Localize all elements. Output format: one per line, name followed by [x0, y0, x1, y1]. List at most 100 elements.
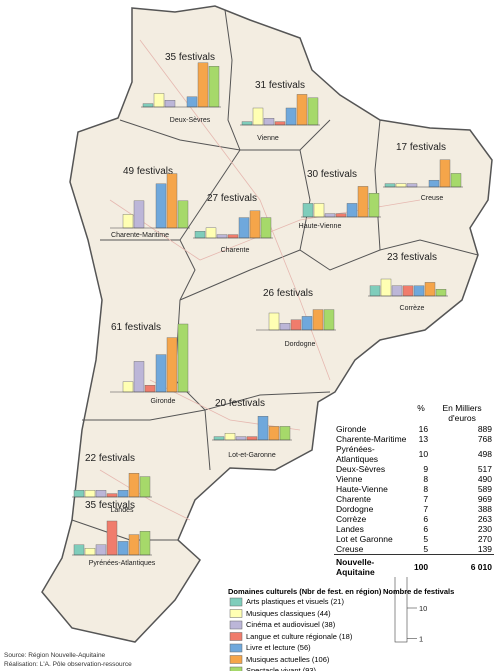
- bar: [302, 203, 314, 218]
- table-name: Nouvelle-Aquitaine: [334, 554, 412, 577]
- legend-label: Spectacle vivant (93): [246, 666, 317, 671]
- source: Source: Région Nouvelle-Aquitaine: [4, 652, 106, 659]
- bar: [323, 309, 335, 331]
- bar: [406, 183, 418, 188]
- bar: [106, 520, 118, 556]
- region-outline: [41, 5, 493, 643]
- bar: [439, 159, 451, 188]
- table-name: Deux-Sèvres: [336, 464, 386, 474]
- table-name: Lot et Garonne: [336, 534, 393, 544]
- festival-count: 35 festivals: [165, 52, 215, 63]
- bar: [166, 173, 178, 229]
- table-name: Charente-Maritime: [336, 434, 407, 444]
- legend-title: Domaines culturels (Nbr de fest. en régi…: [228, 587, 382, 596]
- bar: [238, 217, 250, 239]
- festival-count: 22 festivals: [85, 453, 135, 464]
- legend-swatch: [229, 597, 243, 607]
- department-label: Deux-Sèvres: [170, 117, 211, 124]
- bar: [246, 436, 258, 441]
- festival-count: 30 festivals: [307, 169, 357, 180]
- bar: [122, 214, 134, 229]
- bar: [279, 426, 291, 441]
- festival-count: 23 festivals: [387, 252, 437, 263]
- bar: [369, 285, 381, 297]
- bar: [395, 183, 407, 188]
- festival-count: 20 festivals: [215, 398, 265, 409]
- table-value: 589: [477, 484, 492, 494]
- bar: [450, 173, 462, 188]
- legend-swatch: [229, 620, 243, 630]
- table-value: 889: [477, 424, 492, 434]
- size-legend-title: Nombre de festivals: [383, 587, 455, 596]
- legend-label: Arts plastiques et visuels (21): [246, 597, 344, 606]
- table-value: 768: [477, 434, 492, 444]
- festival-count: 61 festivals: [111, 322, 161, 333]
- table-value: 10: [418, 449, 429, 459]
- department-label: Lot-et-Garonne: [228, 452, 276, 459]
- bar: [346, 203, 358, 218]
- bar: [263, 117, 275, 126]
- bar: [285, 107, 297, 126]
- bar: [213, 436, 225, 441]
- table-value: 490: [477, 474, 492, 484]
- bar: [307, 97, 319, 126]
- bar: [155, 183, 167, 229]
- bar: [227, 234, 239, 239]
- legend-label: Cinéma et audiovisuel (38): [246, 620, 336, 629]
- table-value: 5: [423, 544, 429, 554]
- table-value: 388: [477, 504, 492, 514]
- festival-count: 17 festivals: [396, 142, 446, 153]
- legend-swatch: [229, 632, 243, 641]
- table-value: 270: [477, 534, 492, 544]
- bar: [117, 490, 129, 498]
- bar: [216, 234, 228, 239]
- bar: [324, 213, 336, 218]
- department-label: Dordogne: [285, 341, 316, 348]
- department-label: Pyrénées-Atlantiques: [89, 560, 156, 567]
- department-label: Vienne: [257, 135, 279, 142]
- bar: [257, 416, 269, 441]
- table-value: 139: [477, 544, 492, 554]
- bar: [128, 534, 140, 556]
- table-value: 6: [423, 514, 429, 524]
- bar: [95, 544, 107, 556]
- bar: [144, 385, 156, 393]
- bar: [313, 203, 325, 218]
- legend-label: Langue et culture régionale (18): [246, 631, 353, 641]
- table-value: 263: [477, 514, 492, 524]
- bar: [380, 278, 392, 297]
- table-value: 16: [418, 424, 429, 434]
- bar: [205, 227, 217, 239]
- table-value: 100: [411, 554, 431, 577]
- table-value: 7: [423, 504, 429, 514]
- bar: [368, 192, 380, 218]
- table-value: 9: [423, 464, 429, 474]
- table-value: 517: [477, 464, 492, 474]
- size-bar: [394, 570, 408, 643]
- bar: [435, 289, 447, 297]
- table-name: Charente: [336, 494, 371, 504]
- bar: [241, 121, 253, 126]
- bar: [177, 323, 189, 393]
- budget-table: % En Milliers d'euros Gironde 16 889 Charent…: [334, 402, 494, 577]
- table-name: Haute-Vienne: [336, 484, 388, 494]
- table-value: 6 010: [430, 554, 494, 577]
- bar: [274, 121, 286, 126]
- table-header: %: [417, 403, 425, 413]
- festival-count: 27 festivals: [207, 193, 257, 204]
- legend-swatch: [229, 655, 243, 664]
- bar: [290, 319, 302, 331]
- department-label: Haute-Vienne: [299, 223, 342, 230]
- bar: [384, 183, 396, 188]
- table-value: 13: [418, 434, 429, 444]
- bar: [84, 548, 96, 556]
- table-header: En Milliers d'euros: [442, 403, 482, 423]
- bar: [402, 285, 414, 297]
- bar: [428, 179, 440, 188]
- legend-label: Musiques classiques (44): [246, 608, 331, 618]
- size-tick-label: 10: [419, 604, 427, 613]
- department-label: Landes: [111, 507, 134, 514]
- bar: [279, 323, 291, 331]
- festival-count: 31 festivals: [255, 80, 305, 91]
